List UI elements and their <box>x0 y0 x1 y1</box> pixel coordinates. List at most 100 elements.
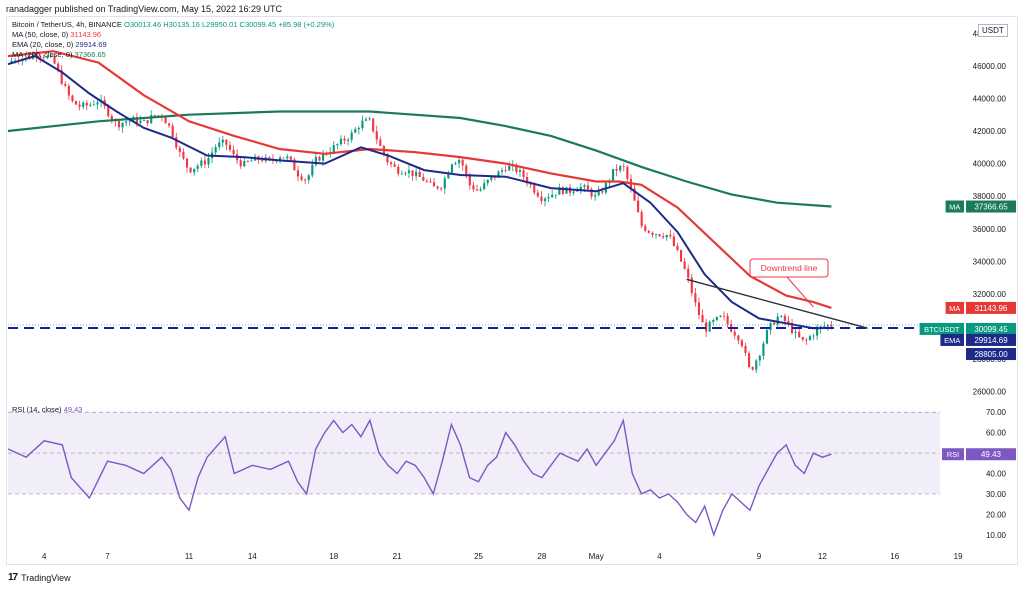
footer-brand: 17 TradingView <box>8 572 71 583</box>
annotation-label: Downtrend line <box>761 263 818 273</box>
candle-body <box>526 177 529 184</box>
candle-body <box>436 186 439 189</box>
candle-body <box>96 102 99 105</box>
candle-body <box>196 165 199 169</box>
candle-body <box>611 169 615 181</box>
candle-body <box>830 325 833 327</box>
candle-body <box>107 106 110 116</box>
chart-frame <box>6 16 1018 565</box>
candle-body <box>182 151 185 159</box>
price-axis-label: 28805.00 <box>974 350 1008 359</box>
ema-label: EMA (20, close, 0) <box>12 40 74 49</box>
candle-body <box>697 302 701 315</box>
candle-body <box>755 360 758 370</box>
candle-body <box>447 172 450 179</box>
legend-ma50-row: MA (50, close, 0) 31143.96 <box>12 30 101 39</box>
candle-body <box>164 116 167 124</box>
candle-body <box>633 188 636 201</box>
candle-body <box>239 160 242 167</box>
candle-body <box>386 154 389 163</box>
ma200-label: MA (200, close, 0) <box>12 50 73 59</box>
candle-body <box>46 56 49 59</box>
candle-body <box>404 173 407 174</box>
candle-body <box>805 339 808 341</box>
legend-title-row: Bitcoin / TetherUS, 4h, BINANCE O30013.4… <box>12 20 334 29</box>
ma200-line <box>7 110 832 208</box>
candle-body <box>508 166 511 171</box>
candle-body <box>780 315 783 317</box>
candle-body <box>479 189 482 191</box>
candle-body <box>687 268 690 278</box>
price-tag-name: BTCUSDT <box>924 325 960 334</box>
candle-body <box>461 159 464 166</box>
price-axis-label: 31143.96 <box>975 304 1008 313</box>
candle-body <box>701 314 704 323</box>
price-tick-label: 26000.00 <box>973 388 1007 397</box>
candle-body <box>372 118 375 132</box>
price-tick-label: 46000.00 <box>973 62 1007 71</box>
currency-button[interactable]: USDT <box>978 24 1008 37</box>
legend-rsi-row: RSI (14, close) 49.43 <box>12 405 82 414</box>
annotation-box <box>749 258 829 278</box>
time-tick-label: 19 <box>954 552 963 561</box>
candle-body <box>450 164 454 173</box>
candle-body <box>49 56 53 57</box>
candle-body <box>440 188 443 190</box>
candle-body <box>117 121 121 128</box>
candle-body <box>282 157 285 159</box>
publisher-line: ranadagger published on TradingView.com,… <box>6 4 283 14</box>
candle-body <box>64 83 67 86</box>
candle-body <box>128 120 131 122</box>
brand-name: TradingView <box>21 572 71 583</box>
rsi-tick-label: 30.00 <box>986 490 1007 499</box>
candle-body <box>572 191 575 193</box>
candle-body <box>82 102 85 107</box>
candle-body <box>644 225 647 231</box>
candle-body <box>683 261 686 269</box>
candle-body <box>500 170 504 172</box>
candle-body <box>286 156 289 159</box>
candle-body <box>393 164 396 167</box>
candle-body <box>812 335 815 337</box>
price-axis-label: 37366.65 <box>974 203 1008 212</box>
candle-body <box>801 336 804 340</box>
candle-body <box>168 123 171 126</box>
tradingview-logo-icon: 17 <box>8 572 18 583</box>
candle-body <box>225 139 228 145</box>
candle-body <box>672 236 675 246</box>
candle-body <box>533 184 536 193</box>
candle-body <box>662 236 665 238</box>
candle-body <box>304 179 307 181</box>
candle-body <box>798 331 801 337</box>
candle-body <box>250 160 253 162</box>
candle-body <box>207 158 210 165</box>
rsi-tick-label: 40.00 <box>986 470 1007 479</box>
candle-body <box>737 335 740 341</box>
candle-body <box>787 320 790 324</box>
rsi-tick-label: 70.00 <box>986 408 1007 417</box>
candle-body <box>547 197 550 199</box>
candle-body <box>726 315 729 324</box>
candle-body <box>261 160 264 161</box>
candle-body <box>368 118 371 120</box>
legend-ema-row: EMA (20, close, 0) 29914.69 <box>12 40 107 49</box>
price-tag-badge <box>919 322 964 335</box>
candle-body <box>493 176 496 178</box>
candle-body <box>200 160 203 166</box>
candle-body <box>432 182 436 187</box>
rsi-value: 49.43 <box>63 405 83 414</box>
ema20-line <box>7 55 832 330</box>
candle-body <box>171 125 174 138</box>
time-tick-label: 12 <box>818 552 827 561</box>
candle-body <box>715 316 718 321</box>
candle-body <box>647 230 650 233</box>
candle-body <box>214 147 217 153</box>
candle-body <box>733 331 736 336</box>
candle-body <box>518 170 522 172</box>
candle-body <box>543 198 547 202</box>
candle-body <box>218 142 221 148</box>
candle-body <box>719 315 722 317</box>
candle-body <box>321 153 325 161</box>
candle-body <box>748 353 751 367</box>
